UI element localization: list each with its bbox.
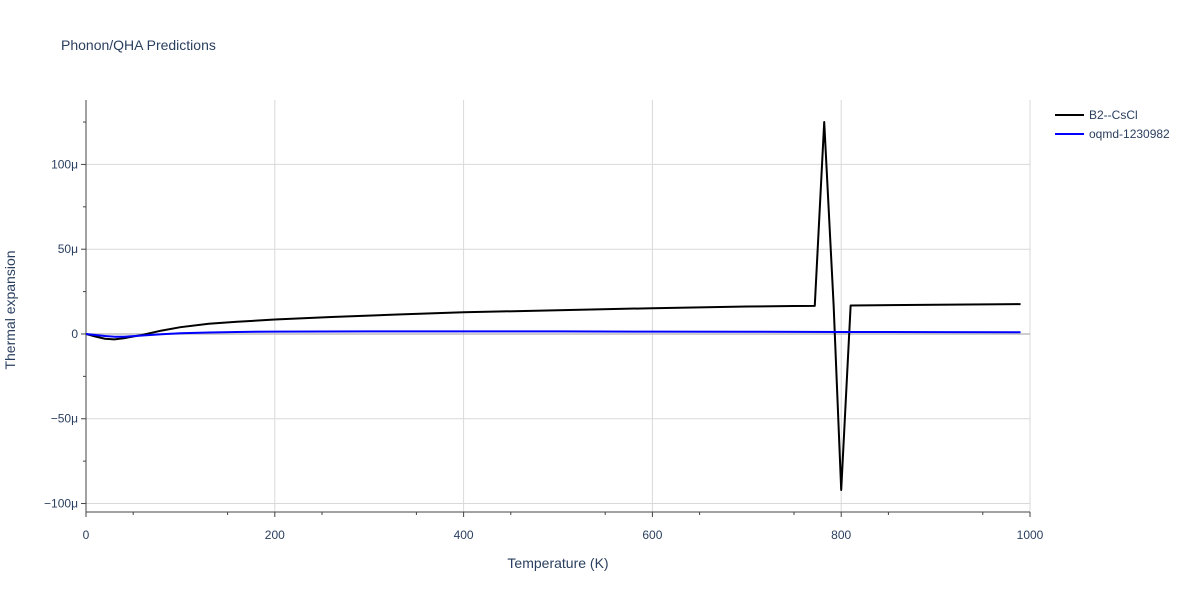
x-tick-label: 0 [83,528,90,542]
gridlines [86,100,1031,512]
x-axis-title: Temperature (K) [507,555,608,571]
series-line-0 [86,121,1021,491]
series-group [86,121,1021,491]
x-tick-label: 400 [454,528,474,542]
y-tick-label: −100μ [44,497,78,511]
y-tick-label: 100μ [51,157,78,171]
legend[interactable]: B2--CsCl oqmd-1230982 [1055,108,1170,141]
x-tick-label: 1000 [1017,528,1044,542]
x-tick-label: 200 [265,528,285,542]
y-tick-label: 0 [71,327,78,341]
x-axis-ticks: 0 200 400 600 800 1000 [83,512,1044,542]
series-line-1 [86,330,1021,338]
x-tick-label: 800 [831,528,851,542]
y-axis-ticks: −100μ −50μ 0 50μ 100μ [44,121,86,511]
chart-title: Phonon/QHA Predictions [61,37,216,53]
x-tick-label: 600 [642,528,662,542]
plot-area [86,121,1021,491]
y-tick-label: −50μ [51,412,78,426]
y-tick-label: 50μ [58,242,78,256]
y-axis-title: Thermal expansion [2,250,18,369]
axes [85,100,1030,513]
legend-item[interactable]: B2--CsCl [1055,108,1138,122]
legend-label: oqmd-1230982 [1089,127,1170,141]
legend-item[interactable]: oqmd-1230982 [1055,127,1170,141]
legend-label: B2--CsCl [1089,108,1138,122]
